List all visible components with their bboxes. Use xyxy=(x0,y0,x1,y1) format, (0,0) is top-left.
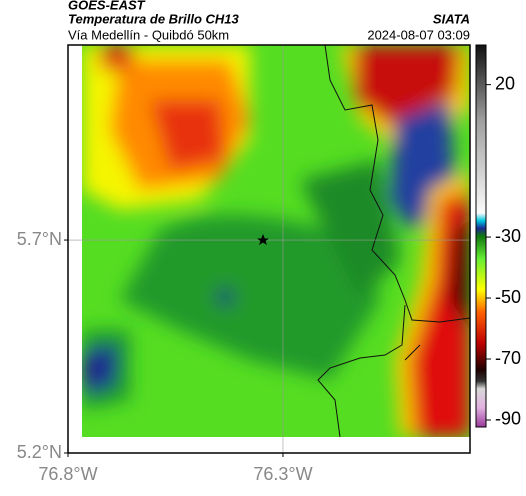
x-tick-label: 76.3°W xyxy=(253,464,312,484)
colorbar-tick-label: -90 xyxy=(495,409,521,429)
colorbar-tick-label: -50 xyxy=(495,287,521,307)
title: Temperatura de Brillo CH13 xyxy=(68,11,240,26)
subtitle: Vía Medellín - Quibdó 50km xyxy=(68,27,229,42)
satellite-image xyxy=(82,45,470,437)
source: GOES-EAST xyxy=(68,0,146,12)
colorbar xyxy=(475,44,487,428)
map-frame xyxy=(67,44,471,454)
colorbar-tick-label: -70 xyxy=(495,348,521,368)
colorbar-tick-label: -30 xyxy=(495,226,521,246)
timestamp: 2024-08-07 03:09 xyxy=(367,27,470,42)
colorbar-tick-label: 20 xyxy=(495,73,515,93)
location-star xyxy=(257,234,269,245)
border-line xyxy=(404,344,421,361)
y-tick-label: 5.7°N xyxy=(17,229,62,249)
org: SIATA xyxy=(433,11,470,26)
border-line xyxy=(317,45,470,437)
y-tick-label: 5.2°N xyxy=(17,442,62,462)
x-tick-label: 76.8°W xyxy=(38,464,97,484)
